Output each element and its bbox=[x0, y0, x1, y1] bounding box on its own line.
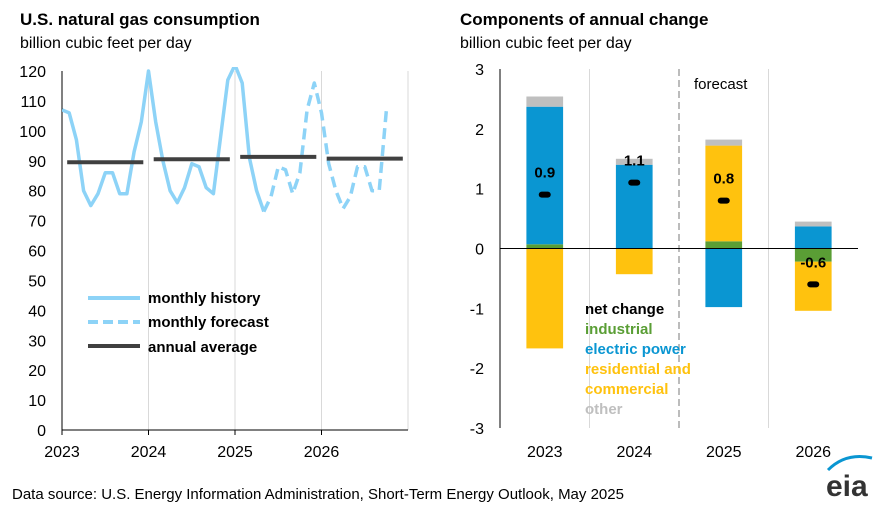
legend-label-industrial: industrial bbox=[585, 321, 653, 338]
bar-electric-power-2025 bbox=[705, 248, 743, 308]
left-y-tick-label-90: 90 bbox=[28, 154, 46, 171]
right-legend: net change industrial electric power res… bbox=[585, 301, 691, 418]
bar-other-2026 bbox=[794, 221, 832, 227]
net-change-label-2023: 0.9 bbox=[534, 165, 555, 182]
right-x-tick-label-2025: 2025 bbox=[706, 444, 742, 461]
bar-residential-commercial-2023 bbox=[526, 248, 564, 349]
left-y-tick-label-0: 0 bbox=[37, 423, 46, 440]
left-chart: 0 10 20 30 40 50 60 70 80 90 100 110 120 2023 2024 2025… bbox=[19, 64, 409, 461]
left-y-tick-label-10: 10 bbox=[28, 393, 46, 410]
left-y-tick-label-20: 20 bbox=[28, 363, 46, 380]
left-y-tick-label-60: 60 bbox=[28, 244, 46, 261]
left-y-tick-label-80: 80 bbox=[28, 184, 46, 201]
right-y-tick-label-3: 3 bbox=[475, 62, 484, 79]
bar-industrial-2025 bbox=[705, 241, 743, 249]
forecast-annotation: forecast bbox=[694, 76, 748, 93]
bar-other-2023 bbox=[526, 96, 564, 107]
legend-label-monthly-history: monthly history bbox=[148, 290, 261, 307]
left-y-tick-label-120: 120 bbox=[19, 64, 46, 81]
bar-industrial-2023 bbox=[526, 244, 564, 249]
left-y-tick-label-110: 110 bbox=[20, 94, 46, 111]
eia-logo-arc-icon bbox=[826, 455, 873, 472]
bar-industrial-2026 bbox=[794, 248, 832, 262]
monthly-history-line bbox=[62, 67, 266, 213]
eia-logo-text: eia bbox=[826, 470, 868, 503]
legend-label-annual-average: annual average bbox=[148, 339, 257, 356]
legend-label-net-change: net change bbox=[585, 301, 664, 318]
legend-label-residential-and: residential and bbox=[585, 361, 691, 378]
net-change-marker-2025 bbox=[717, 197, 730, 204]
left-y-tick-label-50: 50 bbox=[28, 273, 46, 290]
net-change-label-2026: -0.6 bbox=[800, 254, 826, 271]
net-change-marker-2026 bbox=[807, 281, 820, 288]
right-x-tick-label-2026: 2026 bbox=[795, 444, 831, 461]
right-y-tick-label--2: -2 bbox=[470, 361, 484, 378]
right-y-tick-label-2: 2 bbox=[475, 122, 484, 139]
left-y-tick-label-70: 70 bbox=[28, 214, 46, 231]
source-note: Data source: U.S. Energy Information Adm… bbox=[12, 486, 624, 503]
bar-electric-power-2026 bbox=[794, 226, 832, 249]
legend-label-commercial: commercial bbox=[585, 381, 668, 398]
left-y-tick-label-40: 40 bbox=[28, 303, 46, 320]
right-chart-subtitle: billion cubic feet per day bbox=[460, 35, 632, 52]
net-change-marker-2024 bbox=[628, 179, 641, 186]
left-legend: monthly history monthly forecast annual … bbox=[88, 290, 269, 356]
left-chart-subtitle: billion cubic feet per day bbox=[20, 35, 192, 52]
eia-logo: eia bbox=[826, 455, 873, 503]
right-y-tick-label--1: -1 bbox=[470, 301, 484, 318]
right-chart: -3 -2 -1 0 1 2 3 2023 2024 2025 2026 0.9 1.1 0.8 -0.6 bbox=[470, 62, 858, 461]
right-y-tick-label-0: 0 bbox=[475, 242, 484, 259]
right-x-tick-label-2023: 2023 bbox=[527, 444, 563, 461]
net-change-marker-2023 bbox=[538, 191, 551, 198]
net-change-label-2025: 0.8 bbox=[713, 171, 734, 188]
left-x-tick-label-2025: 2025 bbox=[217, 444, 253, 461]
legend-label-other: other bbox=[585, 401, 623, 418]
bar-residential-commercial-2025 bbox=[705, 145, 743, 242]
left-x-tick-label-2026: 2026 bbox=[304, 444, 340, 461]
right-x-tick-label-2024: 2024 bbox=[616, 444, 652, 461]
right-y-tick-label--3: -3 bbox=[470, 421, 484, 438]
bar-other-2025 bbox=[705, 139, 743, 146]
legend-label-electric-power: electric power bbox=[585, 341, 686, 358]
bar-electric-power-2024 bbox=[615, 164, 653, 249]
left-x-tick-label-2023: 2023 bbox=[44, 444, 80, 461]
left-y-tick-label-30: 30 bbox=[28, 333, 46, 350]
bar-residential-commercial-2024 bbox=[615, 248, 653, 275]
right-y-tick-label-1: 1 bbox=[475, 182, 484, 199]
legend-label-monthly-forecast: monthly forecast bbox=[148, 314, 269, 331]
net-change-label-2024: 1.1 bbox=[624, 153, 645, 170]
left-y-tick-label-100: 100 bbox=[19, 124, 46, 141]
bar-other-2024 bbox=[615, 158, 653, 165]
left-x-tick-label-2024: 2024 bbox=[131, 444, 167, 461]
left-chart-title: U.S. natural gas consumption bbox=[20, 10, 260, 29]
monthly-forecast-line bbox=[262, 81, 389, 213]
right-chart-title: Components of annual change bbox=[460, 10, 708, 29]
bar-electric-power-2023 bbox=[526, 106, 564, 245]
